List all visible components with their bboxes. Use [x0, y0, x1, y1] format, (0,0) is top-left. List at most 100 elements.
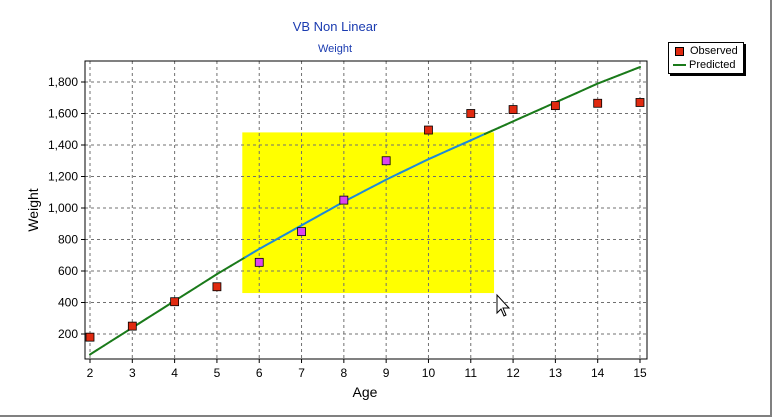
predicted-line-segment [519, 114, 529, 120]
predicted-line-segment [244, 252, 254, 259]
predicted-line-segment [180, 291, 190, 298]
predicted-line-segment [505, 120, 515, 126]
observed-point[interactable] [212, 282, 222, 292]
predicted-line-segment [568, 92, 578, 98]
x-tick-label: 14 [591, 366, 605, 380]
predicted-line-segment [103, 340, 113, 347]
legend-label-observed: Observed [690, 45, 738, 57]
predicted-line-segment [512, 117, 522, 123]
predicted-line-segment [117, 331, 127, 338]
y-tick-label: 800 [58, 233, 78, 247]
predicted-line-segment [152, 308, 162, 316]
x-tick-label: 7 [298, 366, 305, 380]
predicted-line-segment [582, 85, 592, 91]
predicted-line-segment [603, 77, 613, 82]
y-tick-label: 1,400 [48, 138, 78, 152]
x-tick-label: 2 [87, 366, 94, 380]
predicted-line-segment [364, 186, 374, 192]
predicted-line-segment [406, 165, 416, 171]
predicted-line-segment [187, 286, 197, 293]
selection-rectangle[interactable] [242, 132, 495, 294]
predicted-line-segment [420, 158, 430, 164]
observed-point[interactable] [424, 125, 433, 135]
predicted-line-segment [483, 129, 493, 135]
predicted-line-segment [328, 204, 338, 211]
mouse-cursor-icon [496, 293, 511, 317]
observed-marker-icon [675, 46, 684, 56]
observed-point[interactable] [170, 297, 180, 307]
predicted-line-segment [96, 344, 106, 352]
predicted-line-segment [349, 193, 359, 200]
predicted-line-segment [201, 277, 211, 285]
predicted-line-segment [385, 175, 395, 181]
predicted-line-segment [371, 182, 381, 188]
predicted-line-segment [427, 155, 437, 161]
predicted-line-segment [265, 240, 275, 247]
predicted-line-segment [533, 107, 543, 113]
predicted-line-segment [138, 317, 148, 325]
predicted-line-segment [194, 282, 204, 289]
predicted-line-segment [399, 168, 409, 174]
predicted-line-segment [434, 151, 444, 158]
y-tick-label: 200 [58, 327, 78, 341]
predicted-line-segment [215, 268, 225, 276]
observed-point[interactable] [593, 98, 603, 108]
x-tick-label: 4 [171, 366, 178, 380]
y-tick-label: 400 [58, 296, 78, 310]
predicted-line-segment [314, 212, 324, 219]
legend-item-predicted: Predicted [673, 58, 739, 72]
predicted-line-segment [145, 313, 155, 320]
observed-point[interactable] [85, 332, 95, 342]
predicted-line-segment [575, 88, 585, 95]
observed-point[interactable] [127, 321, 137, 331]
observed-point[interactable] [550, 101, 560, 111]
predicted-line-segment [413, 161, 423, 167]
y-tick-label: 1,800 [48, 75, 78, 89]
observed-point[interactable] [297, 227, 306, 237]
predicted-line-segment [526, 110, 536, 117]
predicted-line-segment [561, 95, 571, 101]
x-tick-label: 5 [214, 366, 221, 380]
predicted-line-segment [286, 228, 296, 235]
predicted-line-segment [321, 208, 331, 215]
y-tick-label: 1,200 [48, 170, 78, 184]
predicted-line-segment [462, 139, 472, 145]
y-tick-label: 600 [58, 264, 78, 278]
observed-point[interactable] [339, 195, 349, 205]
observed-point[interactable] [381, 156, 391, 166]
predicted-line-segment [279, 232, 289, 239]
predicted-line-segment [89, 349, 99, 356]
observed-point[interactable] [508, 105, 518, 114]
y-tick-label: 1,600 [48, 107, 78, 121]
predicted-line-segment [596, 79, 606, 85]
y-axis-title: Weight [25, 188, 41, 231]
predicted-line-segment [110, 335, 120, 343]
predicted-line-segment [469, 136, 479, 142]
predicted-line-segment [251, 247, 261, 255]
predicted-line-segment [356, 189, 366, 196]
observed-point[interactable] [635, 98, 645, 107]
observed-point[interactable] [466, 109, 476, 118]
predicted-line-segment [448, 145, 458, 151]
predicted-line-segment [540, 104, 550, 110]
observed-point[interactable] [254, 257, 264, 267]
chart-subtitle: Weight [318, 43, 352, 55]
predicted-line-segment [631, 66, 641, 71]
predicted-line-segment [441, 148, 451, 154]
legend-label-predicted: Predicted [689, 59, 736, 71]
y-tick-label: 1,000 [48, 201, 78, 215]
predicted-line-segment [208, 273, 218, 280]
predicted-line-segment [617, 71, 627, 77]
x-tick-label: 10 [422, 366, 436, 380]
predicted-line-segment [258, 244, 268, 250]
predicted-line-segment [589, 82, 599, 88]
x-axis-title: Age [353, 384, 378, 400]
x-tick-label: 3 [129, 366, 136, 380]
predicted-line-segment [610, 74, 620, 80]
x-tick-label: 9 [383, 366, 390, 380]
legend[interactable]: Observed Predicted [668, 42, 744, 74]
legend-item-observed: Observed [673, 44, 739, 58]
predicted-line-segment [497, 123, 508, 129]
predicted-line-segment [624, 68, 634, 74]
